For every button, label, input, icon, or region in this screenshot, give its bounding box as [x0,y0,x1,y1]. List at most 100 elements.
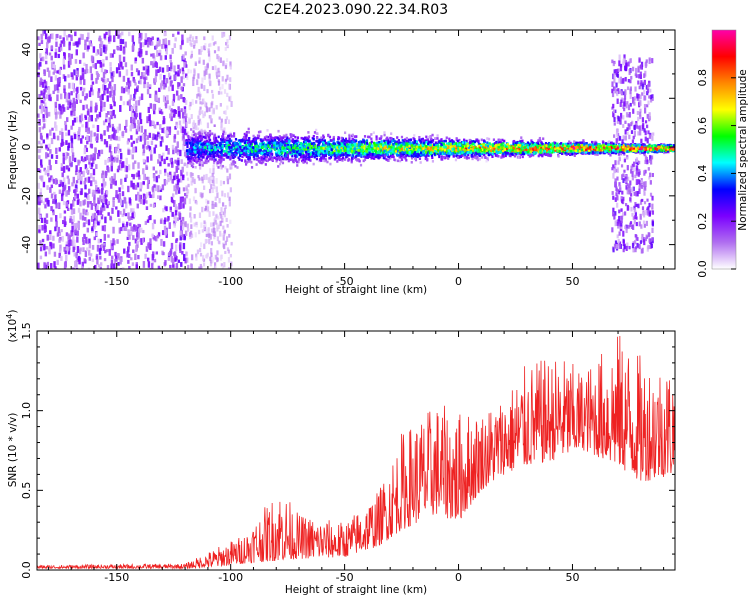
line-cell [568,142,571,145]
line-cell [185,155,188,159]
transition-cell [187,68,190,74]
transition-cell [200,242,203,248]
noise-cell [40,90,43,96]
noise-cell [71,152,75,156]
noise-cell [160,238,163,246]
noise-cell [89,136,93,143]
transition-cell [208,107,211,112]
noise-cell [50,137,54,145]
noise-cell [103,101,106,107]
noise-cell [84,96,87,101]
line-cell [222,158,225,161]
noise-cell [40,33,43,40]
line-cell [396,136,399,139]
noise-cell [78,257,81,265]
noise-cell [132,235,135,241]
noise-cell [65,93,69,100]
noise-cell [58,68,62,75]
line-cell [232,152,235,155]
noise-cell [48,247,51,255]
noise-cell [89,106,93,113]
noise-cell [84,250,88,258]
noise-cell [98,35,102,42]
line-cell [378,154,381,158]
noise-cell [79,33,83,40]
noise-cell [168,75,172,80]
noise-cell [108,117,111,124]
noise-cell [185,64,188,68]
noise-cell [127,253,131,258]
noise-cell [96,114,99,118]
noise-cell [74,41,78,46]
noise-cell [56,33,59,39]
line-cell [256,154,259,158]
transition-cell [212,180,215,186]
noise-cell [172,175,176,181]
transition-cell [226,247,230,252]
line-cell [458,142,461,145]
line-cell [214,151,217,155]
line-cell [372,131,375,134]
noise-cell [106,78,110,82]
transition-cell [213,231,217,237]
line-cell [505,149,508,153]
noise-cell [94,264,97,269]
transition-cell [214,217,217,222]
noise-cell [122,48,126,55]
line-cell [623,153,626,156]
line-cell [560,145,564,149]
noise-cell [38,42,41,47]
noise-cell [86,36,89,42]
noise-cell [171,231,175,237]
noise-cell [132,41,135,46]
line-cell [467,156,470,160]
noise-cell [123,225,126,231]
noise-cell [170,116,173,122]
noise-cell [92,168,96,176]
noise-cell [131,173,134,178]
line-cell [319,140,322,143]
line-cell [204,135,207,139]
line-cell [274,136,277,139]
noise-cell [70,53,73,59]
noise-cell [127,246,130,253]
line-cell [630,149,633,153]
noise-cell [53,251,57,257]
noise-cell [70,72,73,78]
line-cell [436,142,439,146]
noise-cell [71,107,74,113]
noise-cell [133,212,136,218]
transition-cell [225,217,228,222]
line-cell [271,139,274,142]
noise-cell [139,135,142,142]
noise-cell [37,207,41,215]
transition-cell [228,196,231,202]
noise-cell [117,198,121,203]
transition-cell [193,214,196,219]
transition-cell [226,43,229,48]
line-cell [343,131,347,135]
noise-cell [142,158,146,163]
line-cell [520,153,523,156]
transition-cell [204,205,208,211]
noise-cell [86,135,89,142]
noise-cell [134,184,138,190]
noise-cell [133,160,137,164]
noise-cell [59,244,62,251]
line-cell [355,152,358,155]
noise-cell [49,149,52,154]
noise-cell [132,162,135,170]
noise-cell [141,133,145,141]
line-cell [390,132,393,135]
line-cell [591,140,594,144]
line-cell [566,142,570,146]
noise-cell [139,198,143,205]
noise-cell [125,119,128,127]
noise-cell [73,260,77,268]
noise-cell [157,265,161,269]
noise-cell [144,39,147,46]
transition-cell [207,53,211,57]
noise-cell [70,135,73,141]
transition-cell [187,117,190,124]
noise-cell [102,202,105,208]
